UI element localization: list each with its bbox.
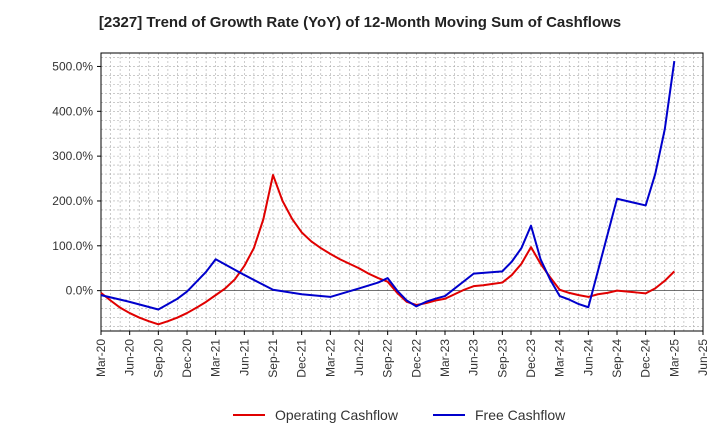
y-tick-label: 500.0% — [52, 59, 93, 73]
x-tick-label: Sep-22 — [381, 339, 395, 378]
y-tick-label: 200.0% — [52, 194, 93, 208]
x-tick-label: Jun-20 — [123, 339, 137, 376]
y-tick-label: 100.0% — [52, 239, 93, 253]
x-tick-label: Jun-21 — [237, 339, 251, 376]
series-line-free-cashflow — [100, 60, 676, 311]
legend-label: Operating Cashflow — [275, 407, 399, 423]
x-tick-label: Dec-20 — [180, 339, 194, 378]
x-tick-label: Mar-20 — [94, 339, 108, 377]
x-tick-label: Sep-20 — [151, 339, 165, 378]
x-tick-label: Mar-23 — [438, 339, 452, 377]
legend: Operating Cashflow Free Cashflow — [233, 407, 566, 423]
x-tick-label: Dec-23 — [524, 339, 538, 378]
series-layer — [100, 60, 676, 326]
x-tick-label: Mar-24 — [553, 339, 567, 377]
x-tick-label: Mar-21 — [209, 339, 223, 377]
x-tick-label: Jun-22 — [352, 339, 366, 376]
x-tick-label: Jun-25 — [696, 339, 710, 376]
x-tick-label: Mar-22 — [323, 339, 337, 377]
x-tick-label: Mar-25 — [667, 339, 681, 377]
grid — [101, 53, 703, 331]
plot-area-border — [100, 52, 704, 332]
x-tick-label: Sep-24 — [610, 339, 624, 378]
x-tick-label: Dec-24 — [639, 339, 653, 378]
axes: 0.0% 100.0% 200.0% 300.0% 400.0% 500.0% Mar-20… — [52, 52, 710, 378]
legend-label: Free Cashflow — [475, 407, 566, 423]
x-tick-label: Sep-21 — [266, 339, 280, 378]
x-tick-label: Dec-21 — [295, 339, 309, 378]
x-tick-label: Sep-23 — [495, 339, 509, 378]
x-tick-label: Dec-22 — [409, 339, 423, 378]
series-line-operating-cashflow — [100, 173, 676, 326]
x-tick-label: Jun-23 — [467, 339, 481, 376]
chart-title: [2327] Trend of Growth Rate (YoY) of 12-… — [98, 14, 622, 31]
y-tick-label: 0.0% — [66, 284, 94, 298]
y-tick-label: 300.0% — [52, 149, 93, 163]
y-tick-label: 400.0% — [52, 104, 93, 118]
x-tick-label: Jun-24 — [581, 339, 595, 376]
